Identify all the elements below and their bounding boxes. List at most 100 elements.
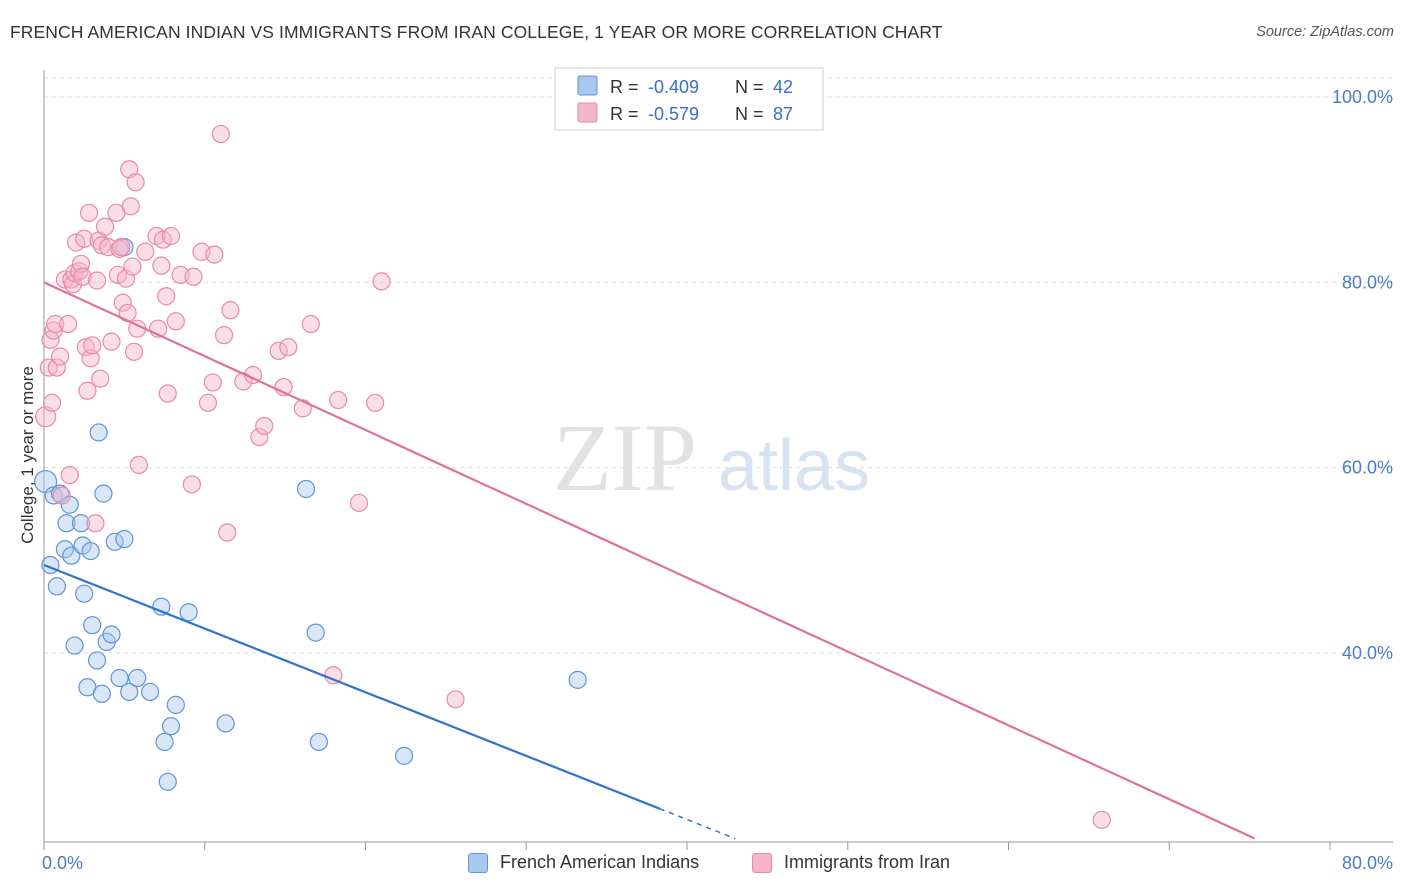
legend-blue-n-label: N = (735, 77, 764, 97)
pink-point-29 (92, 236, 111, 255)
legend-item-immigrants-from-iran[interactable]: Immigrants from Iran (752, 852, 950, 873)
blue-trend-line (43, 563, 661, 810)
pink-point-63 (211, 124, 230, 144)
pink-point-66 (221, 301, 240, 320)
blue-point-8 (62, 546, 81, 565)
legend-label-french-american-indians: French American Indians (500, 852, 700, 872)
pink-point-54 (161, 226, 181, 246)
blue-point-21 (102, 625, 121, 644)
pink-point-19 (75, 229, 94, 248)
pink-point-6 (47, 358, 66, 377)
pink-point-37 (113, 293, 132, 312)
pink-point-57 (182, 475, 201, 494)
pink-point-7 (50, 347, 70, 366)
x-tick-label-0: 0.0% (42, 853, 83, 873)
series-legend: French American Indians Immigrants from … (0, 852, 1406, 878)
pink-point-11 (60, 465, 79, 485)
pink-point-77 (329, 390, 348, 410)
y-tick-label-80: 80.0% (1342, 272, 1393, 292)
pink-point-79 (366, 393, 385, 412)
pink-point-24 (83, 336, 102, 355)
pink-point-42 (123, 257, 142, 276)
pink-point-17 (71, 254, 91, 273)
chart-title: FRENCH AMERICAN INDIAN VS IMMIGRANTS FRO… (10, 22, 943, 42)
source-label: Source: ZipAtlas.com (1256, 24, 1394, 40)
pink-point-58 (184, 267, 203, 286)
pink-point-60 (198, 393, 218, 412)
blue-point-10 (71, 514, 91, 533)
pink-point-43 (124, 342, 144, 361)
axis-layer: 40.0% 60.0% 80.0% 100.0% (43, 70, 1393, 850)
pink-point-71 (269, 341, 288, 361)
pink-point-47 (136, 242, 155, 261)
y-tick-label-40: 40.0% (1342, 643, 1393, 663)
y-tick-label-60: 60.0% (1342, 458, 1393, 478)
blue-point-37 (306, 623, 325, 642)
grid-layer (44, 77, 1393, 654)
blue-point-24 (115, 529, 134, 549)
pink-point-10 (59, 314, 78, 334)
trend-layer (43, 281, 1255, 840)
blue-point-16 (87, 651, 107, 670)
blue-point-17 (89, 423, 108, 442)
pink-point-69 (250, 427, 269, 447)
legend-pink-n-value: 87 (773, 104, 793, 124)
blue-point-14 (81, 541, 100, 561)
pink-trend-line (43, 281, 1255, 840)
blue-point-32 (161, 717, 181, 736)
blue-point-9 (65, 636, 84, 655)
blue-point-27 (128, 668, 147, 688)
blue-point-33 (166, 695, 185, 714)
pink-point-22 (79, 203, 99, 222)
pink-point-65 (218, 523, 237, 542)
blue-point-38 (309, 732, 328, 752)
legend-item-french-american-indians[interactable]: French American Indians (468, 852, 699, 873)
pink-point-62 (205, 245, 224, 264)
pink-point-20 (76, 338, 95, 357)
correlation-legend: R = -0.409 N = 42 R = -0.579 N = 87 (554, 67, 824, 131)
pink-point-75 (301, 314, 320, 334)
pink-point-82 (1092, 810, 1111, 829)
pink-point-70 (255, 416, 274, 436)
pink-point-30 (95, 217, 115, 236)
pink-point-78 (349, 493, 369, 512)
legend-pink-r-value: -0.579 (648, 104, 699, 124)
blue-point-36 (296, 479, 316, 499)
legend-pink-swatch (577, 102, 598, 123)
legend-label-immigrants-from-iran: Immigrants from Iran (784, 852, 951, 872)
watermark-zip: ZIP (553, 404, 697, 511)
y-tick-label-100: 100.0% (1332, 87, 1393, 107)
pink-point-44 (126, 173, 145, 192)
pink-point-64 (214, 326, 234, 345)
legend-swatch-pink (752, 852, 772, 873)
legend-swatch-blue (468, 852, 488, 873)
blue-point-5 (55, 540, 74, 559)
pink-point-23 (81, 349, 100, 368)
pink-point-3 (42, 393, 62, 412)
pink-point-26 (87, 271, 107, 290)
pink-point-16 (70, 262, 89, 281)
legend-blue-r-value: -0.409 (648, 77, 699, 97)
blue-point-40 (568, 670, 587, 689)
pink-point-73 (279, 338, 298, 357)
legend-pink-n-label: N = (735, 104, 764, 124)
pink-point-61 (203, 373, 222, 392)
blue-point-39 (394, 746, 414, 765)
pink-point-53 (158, 384, 177, 403)
pink-point-36 (112, 238, 131, 257)
pink-point-28 (91, 369, 110, 388)
y-axis-label: College, 1 year or more (18, 366, 37, 544)
legend-blue-n-value: 42 (773, 77, 793, 97)
pink-point-5 (46, 314, 65, 334)
blue-point-19 (94, 484, 113, 503)
pink-point-21 (78, 381, 97, 400)
blue-trend-extension (659, 807, 736, 840)
blue-point-30 (155, 732, 174, 752)
pink-point-46 (129, 455, 148, 474)
blue-point-31 (158, 772, 177, 791)
x-tick-label-80: 80.0% (1342, 853, 1393, 873)
blue-point-6 (57, 514, 76, 533)
pink-point-80 (372, 272, 391, 291)
blue-point-15 (83, 616, 102, 635)
point-layer (34, 124, 1111, 829)
